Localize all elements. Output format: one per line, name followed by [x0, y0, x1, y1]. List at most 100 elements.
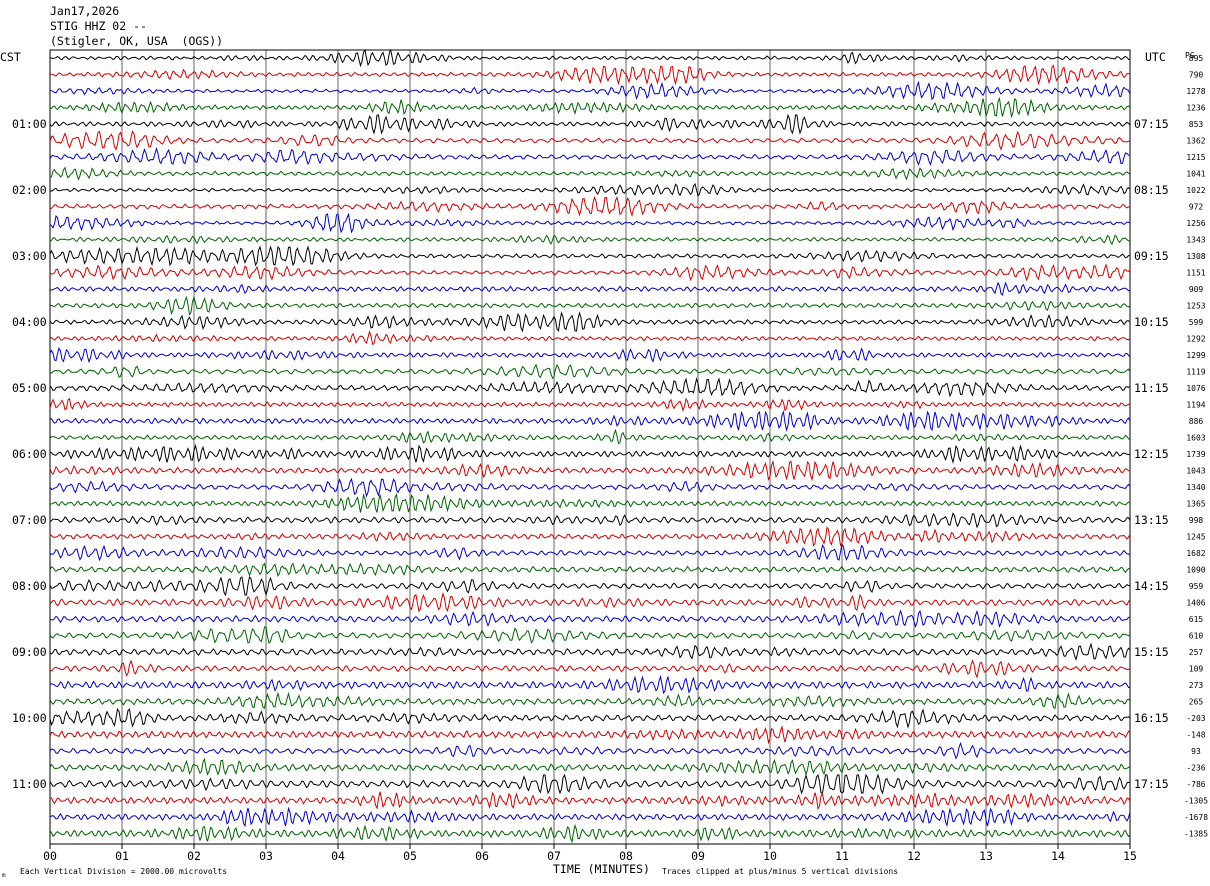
row-value-37: 257: [1189, 648, 1204, 657]
right-time-label: 14:15: [1134, 579, 1169, 593]
row-value-31: 1682: [1186, 549, 1205, 558]
row-value-18: 1292: [1186, 335, 1205, 344]
row-value-27: 1340: [1186, 483, 1205, 492]
right-time-label: 09:15: [1134, 249, 1169, 263]
right-time-label: 11:15: [1134, 381, 1169, 395]
trace-18: [49, 329, 1131, 345]
row-value-24: 1603: [1186, 434, 1205, 443]
x-tick-label: 12: [907, 849, 921, 863]
trace-5: [49, 113, 1131, 135]
trace-34: [49, 591, 1131, 613]
row-value-1: 895: [1189, 54, 1204, 63]
right-time-label: 17:15: [1134, 777, 1169, 791]
x-tick-label: 10: [763, 849, 777, 863]
trace-31: [49, 543, 1131, 562]
row-value-42: -148: [1186, 731, 1205, 740]
left-time-label: 08:00: [12, 579, 47, 593]
left-time-label: 06:00: [12, 447, 47, 461]
x-tick-label: 05: [403, 849, 417, 863]
left-time-label: 07:00: [12, 513, 47, 527]
row-value-13: 1308: [1186, 252, 1205, 261]
trace-1: [49, 48, 1131, 68]
trace-8: [49, 166, 1131, 181]
trace-41: [49, 707, 1131, 729]
row-value-4: 1236: [1186, 104, 1205, 113]
row-value-28: 1365: [1186, 500, 1205, 509]
row-value-38: 109: [1189, 665, 1204, 674]
trace-47: [49, 806, 1131, 828]
row-value-10: 972: [1189, 203, 1204, 212]
right-time-label: 13:15: [1134, 513, 1169, 527]
row-value-7: 1215: [1186, 153, 1205, 162]
trace-33: [49, 575, 1131, 597]
row-value-12: 1343: [1186, 236, 1205, 245]
station-code: STIG HHZ 02 --: [50, 19, 147, 33]
x-tick-label: 04: [331, 849, 345, 863]
trace-20: [49, 363, 1131, 379]
right-time-label: 08:15: [1134, 183, 1169, 197]
row-value-40: 265: [1189, 698, 1204, 707]
trace-48: [49, 823, 1131, 844]
x-tick-label: 03: [259, 849, 273, 863]
trace-32: [49, 562, 1131, 577]
left-time-label: 09:00: [12, 645, 47, 659]
left-time-label: 03:00: [12, 249, 47, 263]
trace-22: [49, 397, 1131, 413]
x-tick-label: 00: [43, 849, 57, 863]
x-axis-title: TIME (MINUTES): [553, 862, 650, 876]
trace-4: [49, 96, 1131, 119]
left-time-label: 02:00: [12, 183, 47, 197]
row-value-29: 998: [1189, 516, 1204, 525]
trace-9: [49, 182, 1131, 197]
x-tick-label: 02: [187, 849, 201, 863]
x-tick-label: 09: [691, 849, 705, 863]
row-value-9: 1022: [1186, 186, 1205, 195]
trace-3: [49, 80, 1131, 101]
row-value-32: 1090: [1186, 566, 1205, 575]
right-timezone-label: UTC: [1145, 50, 1166, 64]
trace-14: [49, 263, 1131, 282]
row-value-34: 1406: [1186, 599, 1205, 608]
row-value-3: 1278: [1186, 87, 1205, 96]
left-time-label: 01:00: [12, 117, 47, 131]
plot-frame: [49, 49, 1131, 845]
row-value-25: 1739: [1186, 450, 1205, 459]
row-value-15: 909: [1189, 285, 1204, 294]
trace-35: [49, 609, 1131, 628]
left-time-label: 10:00: [12, 711, 47, 725]
trace-26: [49, 460, 1131, 482]
trace-12: [49, 234, 1131, 246]
row-value-30: 1245: [1186, 533, 1205, 542]
corner-mark: m: [2, 872, 6, 879]
row-value-2: 790: [1189, 71, 1204, 80]
station-location: (Stigler, OK, USA (OGS)): [50, 34, 224, 48]
right-time-label: 15:15: [1134, 645, 1169, 659]
clip-note: Traces clipped at plus/minus 5 vertical …: [662, 867, 899, 876]
right-time-label: 10:15: [1134, 315, 1169, 329]
trace-45: [49, 773, 1131, 795]
x-tick-label: 07: [547, 849, 561, 863]
row-value-39: 273: [1189, 681, 1204, 690]
trace-21: [49, 377, 1131, 398]
left-time-label: 04:00: [12, 315, 47, 329]
trace-44: [49, 757, 1131, 777]
row-value-16: 1253: [1186, 302, 1205, 311]
trace-15: [49, 281, 1131, 296]
row-value-35: 615: [1189, 615, 1204, 624]
x-tick-label: 14: [1051, 849, 1065, 863]
row-value-45: -786: [1186, 780, 1205, 789]
trace-19: [49, 346, 1131, 364]
row-value-48: -1385: [1184, 830, 1208, 839]
trace-24: [49, 428, 1131, 445]
trace-17: [49, 311, 1131, 333]
trace-27: [49, 477, 1131, 498]
trace-16: [50, 295, 1131, 316]
trace-7: [49, 146, 1131, 166]
row-value-47: -1678: [1184, 813, 1208, 822]
plot-date: Jan17,2026: [50, 4, 120, 18]
row-value-46: -1305: [1184, 797, 1208, 806]
trace-13: [49, 245, 1130, 267]
x-tick-label: 11: [835, 849, 849, 863]
trace-43: [49, 741, 1131, 760]
row-value-22: 1194: [1186, 401, 1205, 410]
